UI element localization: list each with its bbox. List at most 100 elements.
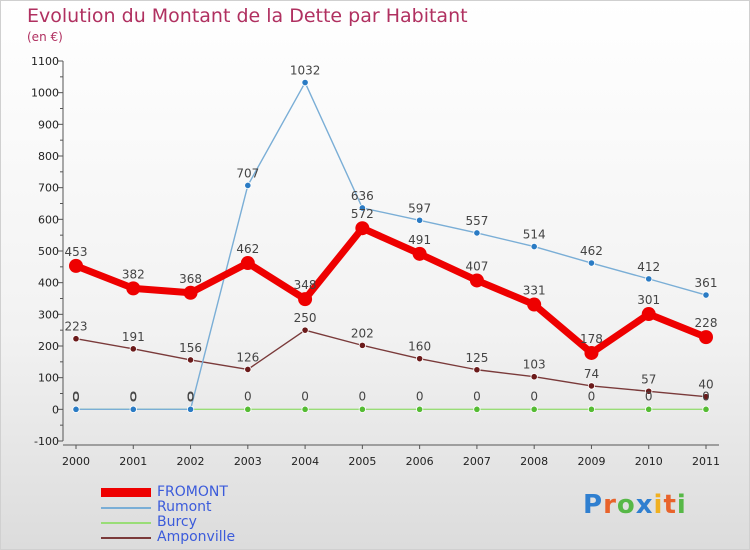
data-point-amponville [244, 365, 252, 374]
logo-letter: r [603, 490, 617, 520]
y-tick-label: 900 [38, 118, 59, 131]
x-tick-label: 2002 [177, 455, 205, 468]
data-label-burcy: 0 [473, 389, 481, 403]
legend-item-burcy: Burcy [101, 514, 281, 530]
data-point-fromont [126, 281, 141, 296]
y-tick-label: 300 [38, 308, 59, 321]
data-label-fromont: 368 [179, 272, 202, 286]
y-tick-label: 1000 [31, 87, 59, 100]
y-tick-label: 500 [38, 245, 59, 258]
data-label-burcy: 0 [129, 389, 137, 403]
x-tick-label: 2006 [406, 455, 434, 468]
data-label-amponville: 57 [641, 372, 656, 386]
data-label-burcy: 0 [530, 389, 538, 403]
data-point-rumont [72, 405, 80, 413]
data-label-fromont: 178 [580, 332, 603, 346]
data-point-burcy [702, 405, 710, 413]
legend-swatch [101, 507, 151, 509]
data-label-fromont: 572 [351, 207, 374, 221]
data-point-fromont [527, 297, 542, 312]
data-label-amponville: 103 [523, 358, 546, 372]
data-label-amponville: 74 [584, 367, 599, 381]
data-label-burcy: 0 [702, 389, 710, 403]
data-point-amponville [72, 335, 80, 343]
data-point-fromont [240, 256, 255, 271]
data-label-rumont: 514 [523, 228, 546, 242]
data-point-fromont [355, 221, 370, 236]
data-point-amponville [186, 356, 195, 364]
data-label-rumont: 412 [637, 260, 660, 274]
data-point-rumont [244, 181, 252, 190]
legend-swatch [101, 522, 151, 524]
data-label-rumont: 636 [351, 189, 374, 203]
legend-item-rumont: Rumont [101, 499, 281, 515]
series-line-fromont [74, 224, 708, 357]
data-point-rumont [587, 259, 596, 267]
data-label-fromont: 462 [236, 242, 259, 256]
data-point-burcy [244, 405, 252, 413]
y-tick-label: 1100 [31, 55, 59, 68]
y-tick-label: 200 [38, 340, 59, 353]
data-point-amponville [530, 373, 538, 381]
data-point-fromont [584, 345, 599, 360]
logo-letter: i [676, 490, 687, 520]
y-tick-label: 0 [52, 403, 59, 416]
data-label-rumont: 361 [695, 276, 718, 290]
chart-subtitle: (en €) [27, 30, 63, 44]
data-point-burcy [645, 405, 653, 413]
data-point-fromont [298, 292, 313, 307]
y-tick-label: 100 [38, 372, 59, 385]
legend-item-amponville: Amponville [101, 529, 281, 545]
logo-letter: o [616, 490, 636, 520]
data-label-rumont: 462 [580, 244, 603, 258]
data-point-burcy [473, 405, 481, 413]
data-label-amponville: 202 [351, 326, 374, 340]
data-label-fromont: 331 [523, 284, 546, 298]
data-label-burcy: 0 [645, 389, 653, 403]
data-point-rumont [702, 291, 710, 299]
data-point-fromont [183, 285, 198, 300]
data-label-fromont: 491 [408, 233, 431, 247]
data-label-amponville: 191 [122, 330, 145, 344]
data-label-fromont: 228 [695, 316, 718, 330]
data-point-burcy [587, 405, 596, 413]
legend-label: Rumont [157, 499, 212, 515]
x-tick-label: 2000 [62, 455, 90, 468]
x-tick-label: 2004 [291, 455, 319, 468]
y-tick-label: -100 [34, 435, 59, 448]
data-label-burcy: 0 [416, 389, 424, 403]
y-tick-label: 600 [38, 213, 59, 226]
data-point-fromont [641, 307, 656, 322]
legend-swatch [101, 537, 151, 539]
data-point-amponville [358, 341, 366, 349]
series-line-rumont [76, 81, 707, 411]
data-label-burcy: 0 [72, 389, 80, 403]
data-label-burcy: 0 [588, 389, 596, 403]
data-label-burcy: 0 [187, 389, 195, 403]
data-label-burcy: 0 [301, 389, 309, 403]
data-label-burcy: 0 [359, 389, 367, 403]
data-point-burcy [358, 405, 366, 413]
logo-letter: t [663, 490, 677, 520]
x-tick-label: 2005 [348, 455, 376, 468]
data-point-amponville [129, 345, 137, 353]
data-label-burcy: 0 [244, 389, 252, 403]
data-label-rumont: 597 [408, 201, 431, 215]
data-point-amponville [416, 355, 424, 363]
data-label-amponville: 40 [698, 378, 713, 392]
data-point-rumont [186, 405, 195, 413]
legend-swatch [101, 488, 151, 497]
data-point-fromont [69, 258, 83, 273]
y-tick-label: 800 [38, 150, 59, 163]
legend-label: FROMONT [157, 484, 228, 500]
data-point-rumont [530, 242, 538, 251]
data-label-amponville: 223 [65, 320, 88, 334]
data-point-amponville [702, 393, 710, 401]
x-tick-label: 2010 [635, 455, 663, 468]
data-point-rumont [301, 78, 309, 87]
data-point-burcy [530, 405, 538, 413]
y-tick-label: 400 [38, 277, 59, 290]
x-tick-label: 2011 [692, 455, 720, 468]
data-label-fromont: 348 [294, 278, 317, 292]
